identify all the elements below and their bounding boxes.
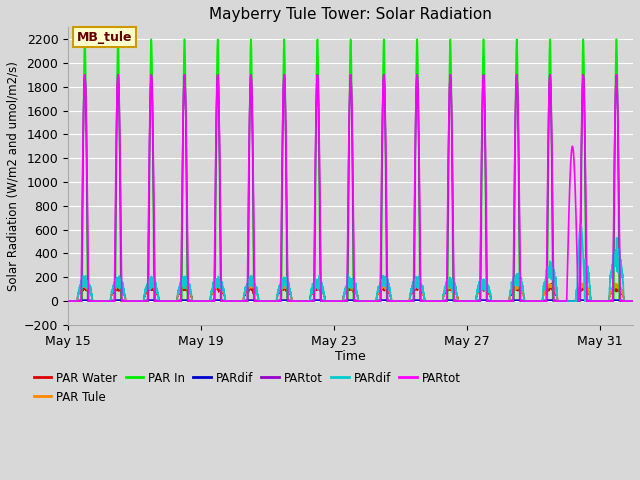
PAR In xyxy=(81,36,89,42)
PARtot xyxy=(65,298,72,304)
PAR In xyxy=(116,163,124,169)
PARtot xyxy=(182,119,190,125)
PAR Tule xyxy=(406,298,413,304)
PARdif xyxy=(468,298,476,304)
Legend: PAR Water, PAR Tule, PAR In, PARdif, PARtot, PARdif, PARtot: PAR Water, PAR Tule, PAR In, PARdif, PAR… xyxy=(29,367,465,408)
PARtot xyxy=(468,298,476,304)
PAR Water xyxy=(154,293,162,299)
PARdif xyxy=(577,221,584,227)
PARtot xyxy=(468,298,476,304)
PAR Tule xyxy=(412,281,419,287)
PARdif xyxy=(182,297,190,303)
PAR Water xyxy=(182,286,189,291)
PAR Water xyxy=(468,298,476,304)
PARtot xyxy=(412,147,419,153)
PAR In xyxy=(629,298,637,304)
PARtot xyxy=(406,298,413,304)
PARdif xyxy=(405,298,413,304)
PARdif xyxy=(629,298,637,304)
PARtot xyxy=(116,144,124,150)
PARdif xyxy=(154,298,162,304)
Line: PARdif: PARdif xyxy=(68,300,633,301)
PAR In xyxy=(65,298,72,304)
PAR In xyxy=(406,298,413,304)
PAR Tule xyxy=(629,298,637,304)
X-axis label: Time: Time xyxy=(335,350,366,363)
PAR Water xyxy=(116,285,124,290)
PAR Water xyxy=(65,298,72,304)
PAR In xyxy=(468,298,476,304)
PARtot xyxy=(154,298,162,304)
Y-axis label: Solar Radiation (W/m2 and umol/m2/s): Solar Radiation (W/m2 and umol/m2/s) xyxy=(7,61,20,291)
PARdif xyxy=(629,298,637,304)
PARtot xyxy=(81,72,89,78)
PAR Water xyxy=(629,298,637,304)
PARtot xyxy=(65,298,72,304)
PARtot xyxy=(81,72,89,78)
PAR In xyxy=(182,135,190,141)
Line: PARtot: PARtot xyxy=(68,75,633,301)
PARdif xyxy=(154,293,162,299)
Title: Mayberry Tule Tower: Solar Radiation: Mayberry Tule Tower: Solar Radiation xyxy=(209,7,492,22)
Line: PARdif: PARdif xyxy=(68,224,633,301)
Line: PAR In: PAR In xyxy=(68,39,633,301)
Text: MB_tule: MB_tule xyxy=(77,31,132,44)
Line: PARtot: PARtot xyxy=(68,75,633,301)
PAR Water xyxy=(480,281,488,287)
PARdif xyxy=(468,298,476,304)
PARtot xyxy=(154,298,162,304)
PARdif xyxy=(182,275,189,280)
PAR Tule xyxy=(182,283,189,288)
PAR Tule xyxy=(468,298,476,304)
PAR Tule xyxy=(214,279,222,285)
PAR Tule xyxy=(65,298,72,304)
PAR In xyxy=(412,168,419,173)
PAR Tule xyxy=(116,283,124,288)
PARdif xyxy=(406,298,413,304)
Line: PAR Tule: PAR Tule xyxy=(68,282,633,301)
PARtot xyxy=(406,298,413,304)
PAR Water xyxy=(412,286,419,291)
PAR In xyxy=(154,298,162,304)
Line: PAR Water: PAR Water xyxy=(68,284,633,301)
PARtot xyxy=(182,128,190,134)
PAR Water xyxy=(405,298,413,304)
PARdif xyxy=(116,283,124,289)
PARdif xyxy=(65,298,72,304)
PARtot xyxy=(412,135,419,141)
PARdif xyxy=(116,297,124,303)
PAR Tule xyxy=(154,294,162,300)
PARtot xyxy=(629,298,637,304)
PARtot xyxy=(116,132,124,138)
PARtot xyxy=(629,298,637,304)
PARdif xyxy=(412,278,419,284)
PARdif xyxy=(81,297,89,303)
PARdif xyxy=(412,297,419,303)
PARdif xyxy=(65,298,72,304)
